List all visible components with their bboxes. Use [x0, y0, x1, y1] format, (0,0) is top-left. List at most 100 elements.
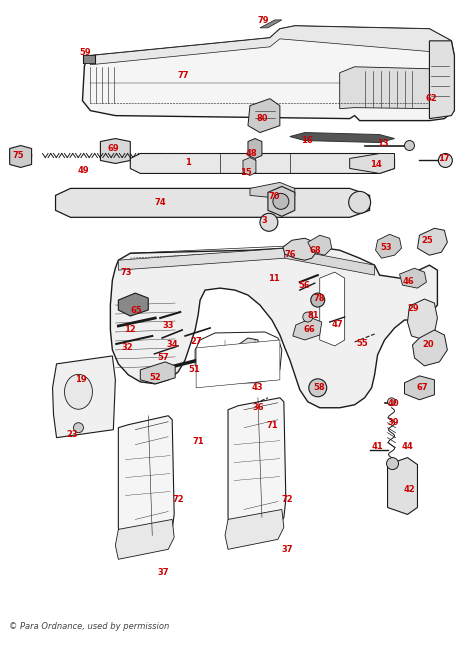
Text: 75: 75	[13, 151, 25, 160]
Text: 62: 62	[426, 94, 437, 103]
Polygon shape	[130, 154, 395, 174]
Polygon shape	[260, 20, 282, 28]
Text: 29: 29	[408, 303, 419, 312]
Polygon shape	[290, 133, 395, 143]
Text: 57: 57	[157, 353, 169, 362]
Polygon shape	[285, 248, 375, 275]
Circle shape	[387, 457, 398, 470]
Text: 56: 56	[298, 281, 310, 290]
Polygon shape	[118, 416, 174, 548]
Polygon shape	[388, 457, 417, 515]
Polygon shape	[268, 187, 295, 216]
Text: 33: 33	[162, 321, 174, 330]
Text: 3: 3	[261, 216, 267, 225]
Text: 40: 40	[388, 399, 399, 408]
Polygon shape	[228, 398, 286, 537]
Text: 47: 47	[332, 321, 344, 329]
Polygon shape	[243, 157, 256, 176]
Text: 17: 17	[438, 154, 449, 163]
Polygon shape	[118, 293, 148, 316]
Text: 81: 81	[308, 310, 320, 319]
Text: 39: 39	[388, 418, 399, 427]
Polygon shape	[83, 26, 455, 121]
Text: 46: 46	[403, 277, 414, 286]
Text: 13: 13	[377, 139, 388, 148]
Text: 43: 43	[251, 384, 263, 392]
Polygon shape	[52, 356, 115, 437]
Ellipse shape	[9, 148, 32, 163]
Polygon shape	[376, 235, 402, 258]
Text: 49: 49	[77, 166, 89, 175]
Polygon shape	[407, 299, 438, 340]
Text: 79: 79	[257, 16, 269, 25]
Circle shape	[74, 422, 84, 433]
Polygon shape	[196, 340, 280, 388]
Polygon shape	[88, 26, 451, 65]
Text: 14: 14	[370, 160, 381, 169]
Polygon shape	[101, 139, 130, 163]
Circle shape	[388, 398, 396, 406]
Ellipse shape	[349, 191, 371, 213]
Text: 23: 23	[67, 430, 78, 439]
Text: 74: 74	[154, 198, 166, 207]
Polygon shape	[236, 338, 260, 364]
Text: 48: 48	[245, 149, 257, 158]
Text: 65: 65	[130, 306, 142, 314]
Text: 20: 20	[422, 340, 434, 349]
Text: 67: 67	[417, 384, 428, 392]
Text: 72: 72	[281, 495, 293, 504]
Text: 32: 32	[121, 343, 133, 353]
Polygon shape	[9, 146, 32, 167]
Polygon shape	[225, 509, 284, 550]
Text: 70: 70	[268, 192, 279, 201]
Text: 19: 19	[75, 375, 86, 384]
Text: 73: 73	[120, 268, 132, 277]
Text: 71: 71	[266, 421, 278, 430]
Circle shape	[438, 154, 452, 167]
Text: 66: 66	[304, 325, 316, 334]
Polygon shape	[248, 98, 280, 133]
Polygon shape	[405, 376, 434, 400]
Polygon shape	[340, 67, 430, 109]
Polygon shape	[140, 362, 175, 384]
Polygon shape	[118, 248, 285, 270]
Polygon shape	[248, 139, 262, 159]
Text: 59: 59	[80, 49, 91, 57]
Text: 12: 12	[125, 325, 136, 334]
Text: 53: 53	[381, 243, 392, 251]
Text: 1: 1	[185, 158, 191, 167]
Circle shape	[260, 213, 278, 231]
Text: 78: 78	[313, 294, 325, 303]
Polygon shape	[293, 318, 322, 340]
Text: 34: 34	[166, 340, 178, 349]
Text: 25: 25	[421, 236, 433, 245]
Text: 58: 58	[313, 384, 325, 392]
Ellipse shape	[65, 375, 93, 410]
Polygon shape	[417, 228, 447, 255]
Text: 44: 44	[402, 442, 413, 451]
Text: 37: 37	[158, 568, 169, 577]
Text: 76: 76	[284, 249, 295, 259]
Circle shape	[311, 293, 325, 307]
Text: 15: 15	[240, 168, 252, 177]
Circle shape	[405, 141, 414, 150]
Polygon shape	[250, 183, 295, 198]
Polygon shape	[320, 272, 345, 346]
Polygon shape	[283, 238, 318, 260]
Text: 77: 77	[177, 71, 189, 80]
Circle shape	[273, 193, 289, 209]
Ellipse shape	[101, 141, 129, 161]
Text: 36: 36	[252, 403, 264, 412]
Bar	[84, 55, 95, 63]
Text: 51: 51	[188, 365, 200, 375]
Text: 37: 37	[281, 545, 293, 554]
Text: 41: 41	[372, 442, 383, 451]
Polygon shape	[195, 332, 282, 383]
Text: 68: 68	[310, 246, 321, 255]
Text: 52: 52	[149, 373, 161, 382]
Text: 42: 42	[404, 485, 415, 494]
Polygon shape	[110, 245, 438, 408]
Text: 69: 69	[108, 144, 119, 153]
Text: 11: 11	[268, 273, 280, 283]
Text: 71: 71	[192, 437, 204, 446]
